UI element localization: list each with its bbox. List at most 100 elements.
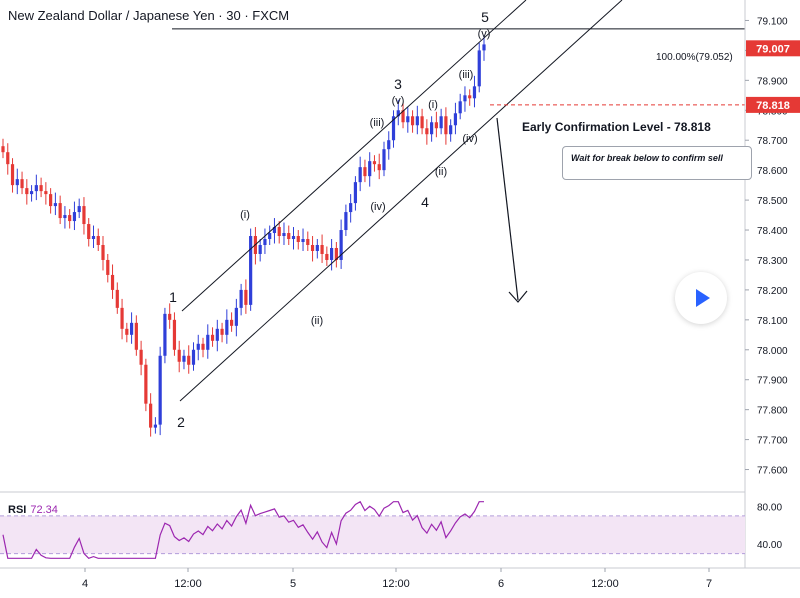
- candle-body: [372, 161, 377, 165]
- rsi-band: [0, 515, 745, 554]
- candle-body: [430, 122, 434, 135]
- candle-body: [382, 149, 386, 171]
- candle-body: [353, 182, 358, 204]
- candle-body: [449, 125, 453, 135]
- projection-arrowhead: [508, 290, 528, 303]
- candle-body: [463, 95, 467, 102]
- candle-body: [410, 116, 415, 126]
- subwave-label-ii: (ii): [311, 315, 323, 327]
- candle-body: [282, 233, 286, 237]
- price-tick-label: 77.900: [757, 376, 788, 387]
- candle-body: [39, 185, 43, 192]
- candle-body: [53, 203, 57, 207]
- candle-body: [153, 424, 157, 428]
- minor-label-iv: (iv): [462, 133, 477, 145]
- minor-label-i: (i): [428, 99, 438, 111]
- price-tick-label: 78.200: [757, 286, 788, 297]
- candle-body: [134, 322, 138, 350]
- candle-body: [344, 212, 348, 231]
- candle-body: [263, 239, 267, 245]
- candle-body: [158, 355, 162, 425]
- candle-body: [325, 253, 329, 260]
- price-tick-label: 78.300: [757, 256, 788, 267]
- confirmation-price-tag-bg: [746, 96, 800, 113]
- price-tick-label: 78.400: [757, 226, 788, 237]
- candle-body: [477, 50, 481, 87]
- candle-body: [25, 188, 29, 195]
- candle-body: [368, 161, 372, 177]
- price-tick-label: 77.800: [757, 406, 788, 417]
- candle-body: [277, 227, 281, 237]
- minor-label-v: (v): [478, 28, 491, 40]
- candle-body: [163, 313, 167, 356]
- wave-label-5: 5: [481, 9, 489, 25]
- candle-body: [425, 128, 429, 135]
- candle-body: [44, 191, 48, 195]
- candle-body: [96, 236, 100, 245]
- wave-label-3: 3: [394, 76, 402, 92]
- candle-body: [306, 239, 310, 245]
- candle-body: [77, 206, 81, 213]
- price-tick-label: 78.600: [757, 166, 788, 177]
- candle-body: [82, 206, 86, 225]
- candle-body: [110, 274, 115, 290]
- candle-body: [234, 307, 238, 326]
- candle-body: [182, 355, 186, 362]
- candle-body: [6, 152, 10, 165]
- candle-body: [168, 313, 172, 320]
- time-tick-label: 7: [706, 578, 712, 590]
- candle-body: [330, 247, 334, 260]
- time-tick-label: 12:00: [382, 578, 410, 590]
- candle-body: [482, 44, 486, 51]
- last-price-tag: 79.007: [756, 43, 790, 55]
- candle-body: [201, 343, 205, 350]
- wave-label-2: 2: [177, 414, 185, 430]
- price-tick-label: 78.900: [757, 76, 788, 87]
- minor-label-ii: (ii): [435, 166, 447, 178]
- candle-body: [72, 212, 77, 222]
- candle-body: [187, 355, 191, 365]
- candle-body: [87, 224, 91, 240]
- price-tick-label: 78.700: [757, 136, 788, 147]
- candle-body: [339, 230, 343, 260]
- time-tick-label: 12:00: [174, 578, 202, 590]
- candle-body: [29, 191, 34, 195]
- play-button[interactable]: [675, 272, 727, 324]
- candle-body: [229, 319, 234, 326]
- candle-body: [101, 245, 105, 260]
- candle-body: [396, 110, 400, 117]
- candle-body: [15, 179, 19, 186]
- time-tick-label: 6: [498, 578, 504, 590]
- channel-lower-line: [179, 0, 623, 402]
- candle-body: [377, 164, 381, 171]
- candle-body: [239, 289, 243, 308]
- fib-level-label: 100.00%(79.052): [656, 52, 733, 63]
- candle-body: [220, 328, 224, 335]
- candle-body: [272, 227, 277, 234]
- play-icon: [696, 289, 710, 307]
- candle-body: [287, 233, 291, 240]
- price-tick-label: 78.000: [757, 346, 788, 357]
- candle-body: [34, 185, 38, 192]
- candle-body: [420, 116, 424, 129]
- projection-arrow-line: [496, 117, 519, 301]
- confirmation-price-tag: 78.818: [756, 100, 790, 112]
- candle-body: [191, 349, 196, 365]
- subwave-label-v: (v): [392, 95, 405, 107]
- candle-body: [139, 349, 143, 365]
- candle-body: [453, 113, 458, 126]
- time-tick-label: 5: [290, 578, 296, 590]
- candle-body: [415, 116, 419, 126]
- price-tick-label: 79.100: [757, 16, 788, 27]
- candle-body: [58, 203, 62, 219]
- price-tick-label: 78.100: [757, 316, 788, 327]
- chart-title: New Zealand Dollar / Japanese Yen · 30 ·…: [8, 8, 290, 23]
- candle-body: [296, 236, 300, 243]
- candle-body: [320, 245, 324, 254]
- candle-body: [315, 245, 319, 251]
- candle-body: [268, 233, 272, 240]
- price-tick-label: 78.500: [757, 196, 788, 207]
- candle-body: [1, 146, 5, 153]
- subwave-label-iv: (iv): [370, 201, 385, 213]
- channel-upper-line: [181, 0, 527, 312]
